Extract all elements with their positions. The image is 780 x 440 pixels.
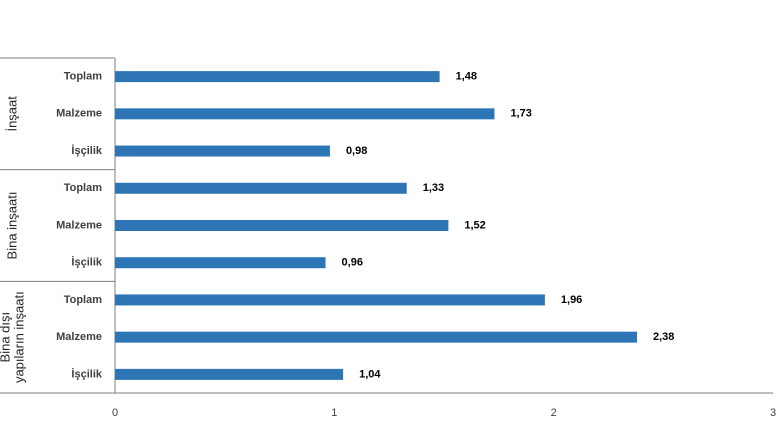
data-label: 1,04 bbox=[359, 368, 381, 380]
group-label: yapıların inşaatı bbox=[11, 291, 26, 383]
category-label: Malzeme bbox=[56, 219, 102, 231]
data-label: 1,73 bbox=[510, 108, 531, 120]
group-label: İnşaat bbox=[4, 96, 19, 132]
bar bbox=[115, 368, 344, 380]
data-label: 1,96 bbox=[561, 294, 582, 306]
category-label: İşçilik bbox=[71, 256, 102, 269]
bar bbox=[115, 257, 326, 269]
bar bbox=[115, 108, 495, 120]
category-label: Toplam bbox=[64, 71, 103, 83]
bars bbox=[115, 71, 638, 380]
data-label: 0,96 bbox=[342, 257, 363, 269]
x-tick-label: 0 bbox=[112, 407, 118, 419]
bar bbox=[115, 145, 330, 157]
data-label: 1,52 bbox=[464, 219, 485, 231]
x-tick-label: 1 bbox=[331, 407, 337, 419]
x-tick-label: 3 bbox=[770, 407, 776, 419]
bar bbox=[115, 331, 638, 343]
bar bbox=[115, 220, 449, 231]
category-label: İşçilik bbox=[71, 367, 102, 380]
data-label: 1,33 bbox=[423, 182, 444, 194]
bar bbox=[115, 71, 440, 83]
data-label: 2,38 bbox=[653, 331, 674, 343]
bar bbox=[115, 182, 407, 194]
group-label: Bina inşaatı bbox=[4, 192, 19, 260]
labels: İnşaat Toplam 1,48 Malzeme 1,73 İşçilik 0,98 Bi… bbox=[0, 71, 776, 419]
category-label: Malzeme bbox=[56, 108, 102, 120]
x-tick-label: 2 bbox=[551, 407, 557, 419]
bar bbox=[115, 294, 545, 306]
category-label: Toplam bbox=[64, 182, 103, 194]
data-label: 1,48 bbox=[456, 71, 477, 83]
data-label: 0,98 bbox=[346, 145, 367, 157]
category-label: İşçilik bbox=[71, 144, 102, 157]
category-label: Toplam bbox=[64, 294, 103, 306]
group-label: Bina dışı bbox=[0, 312, 12, 363]
category-label: Malzeme bbox=[56, 331, 102, 343]
